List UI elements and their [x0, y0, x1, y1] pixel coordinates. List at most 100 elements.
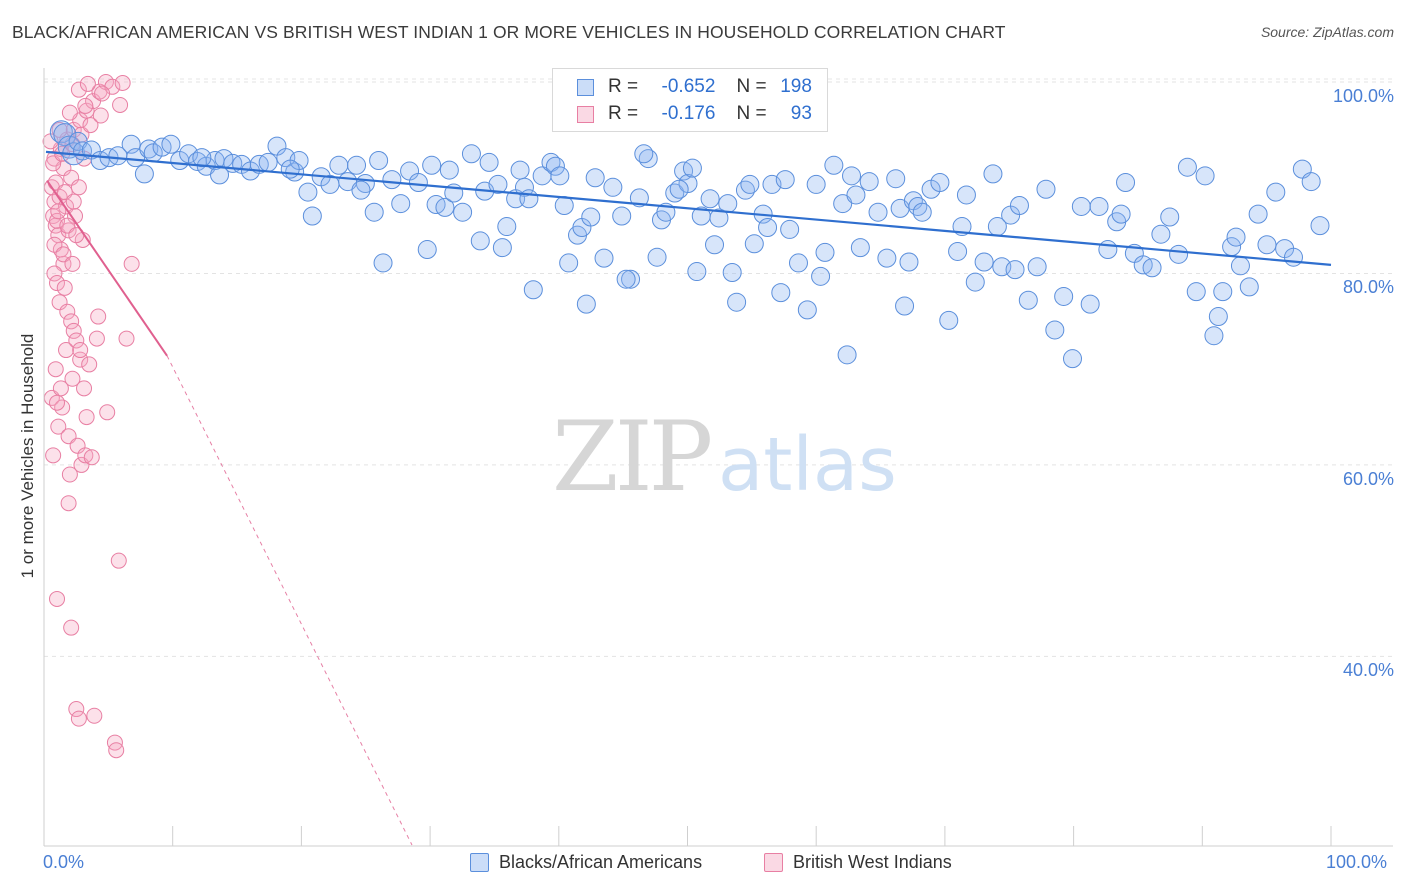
blue-point	[545, 156, 565, 176]
blue-swatch-icon	[577, 78, 594, 96]
pink-point	[50, 418, 67, 435]
blue-point	[470, 231, 490, 251]
pink-point	[51, 121, 68, 138]
blue-point	[877, 248, 897, 268]
legend-blue-r-label: R =	[608, 76, 639, 97]
pink-point	[99, 404, 116, 421]
pink-point	[70, 81, 87, 98]
blue-legend-swatch-icon	[470, 853, 489, 872]
blue-point	[886, 169, 906, 189]
pink-point	[49, 590, 66, 607]
blue-point	[391, 194, 411, 214]
blue-point	[859, 172, 879, 192]
pink-point	[88, 330, 105, 347]
pink-point	[92, 107, 109, 124]
pink-point	[123, 255, 140, 272]
blue-point	[727, 292, 747, 312]
pink-point	[94, 85, 111, 102]
pink-point	[81, 356, 98, 373]
blue-point	[616, 269, 636, 289]
blue-point	[780, 219, 800, 239]
pink-point	[59, 303, 76, 320]
blue-point	[1239, 277, 1259, 297]
blue-point	[846, 185, 866, 205]
blue-point	[850, 238, 870, 258]
blue-point	[585, 168, 605, 188]
blue-point	[408, 173, 428, 193]
legend-row-blue: R = -0.652 N = 198	[577, 76, 812, 98]
blue-point	[815, 242, 835, 262]
blue-point	[364, 202, 384, 222]
blue-point	[369, 151, 389, 171]
blue-point	[705, 235, 725, 255]
pink-point	[77, 447, 94, 464]
blue-point	[581, 207, 601, 227]
blue-point	[788, 253, 808, 273]
blue-point	[939, 310, 959, 330]
legend-row-pink: R = -0.176 N = 93	[577, 103, 812, 125]
legend-pink-r-value: -0.176	[661, 103, 716, 124]
blue-point	[1248, 204, 1268, 224]
blue-point	[899, 252, 919, 272]
legend-pink-r-label: R =	[608, 103, 639, 124]
axes	[43, 68, 1393, 847]
blue-point	[740, 174, 760, 194]
blue-point	[948, 241, 968, 261]
pink-point	[60, 495, 77, 512]
blue-point	[682, 158, 702, 178]
blue-point	[479, 152, 499, 172]
blue-point	[1208, 307, 1228, 327]
blue-point	[1142, 258, 1162, 278]
blue-point	[629, 188, 649, 208]
blue-point	[722, 263, 742, 283]
blue-point	[1009, 195, 1029, 215]
source-label: Source: ZipAtlas.com	[1260, 24, 1394, 40]
blue-point	[161, 134, 181, 154]
blue-point	[647, 247, 667, 267]
bottom-legend-pink-label: British West Indians	[793, 852, 952, 872]
blue-point	[1213, 282, 1233, 302]
blue-point	[1036, 179, 1056, 199]
blue-point	[1177, 157, 1197, 177]
blue-point	[1266, 182, 1286, 202]
blue-point	[833, 194, 853, 214]
pink-point	[61, 104, 78, 121]
watermark-atlas: atlas	[718, 422, 897, 508]
blue-point	[280, 159, 300, 179]
blue-point	[488, 174, 508, 194]
blue-point	[797, 300, 817, 320]
pink-point	[72, 351, 89, 368]
blue-point	[709, 208, 729, 228]
blue-point	[1111, 204, 1131, 224]
blue-point	[700, 189, 720, 209]
pink-point	[61, 466, 78, 483]
blue-point	[775, 170, 795, 190]
pink-point	[76, 380, 93, 397]
blue-point	[930, 173, 950, 193]
blue-point	[347, 155, 367, 175]
blue-point	[422, 155, 442, 175]
pink-swatch-icon	[577, 105, 594, 123]
pink-point	[45, 447, 62, 464]
blue-point	[687, 262, 707, 282]
blue-point	[912, 202, 932, 222]
pink-trend-extension	[166, 355, 413, 846]
blue-point	[439, 160, 459, 180]
bottom-legend-pink: British West Indians	[764, 852, 952, 873]
blue-point	[1063, 349, 1083, 369]
pink-point	[65, 322, 82, 339]
blue-point	[842, 166, 862, 186]
blue-point	[974, 252, 994, 272]
blue-point	[554, 195, 574, 215]
legend-pink-n-label: N =	[736, 103, 767, 124]
blue-point	[1018, 290, 1038, 310]
legend-blue-n-label: N =	[736, 76, 767, 97]
blue-point	[1005, 260, 1025, 280]
blue-point	[510, 160, 530, 180]
blue-point	[1027, 257, 1047, 277]
blue-point	[824, 155, 844, 175]
pink-point	[64, 255, 81, 272]
blue-point	[53, 123, 77, 147]
blue-point	[302, 206, 322, 226]
blue-point	[987, 217, 1007, 237]
